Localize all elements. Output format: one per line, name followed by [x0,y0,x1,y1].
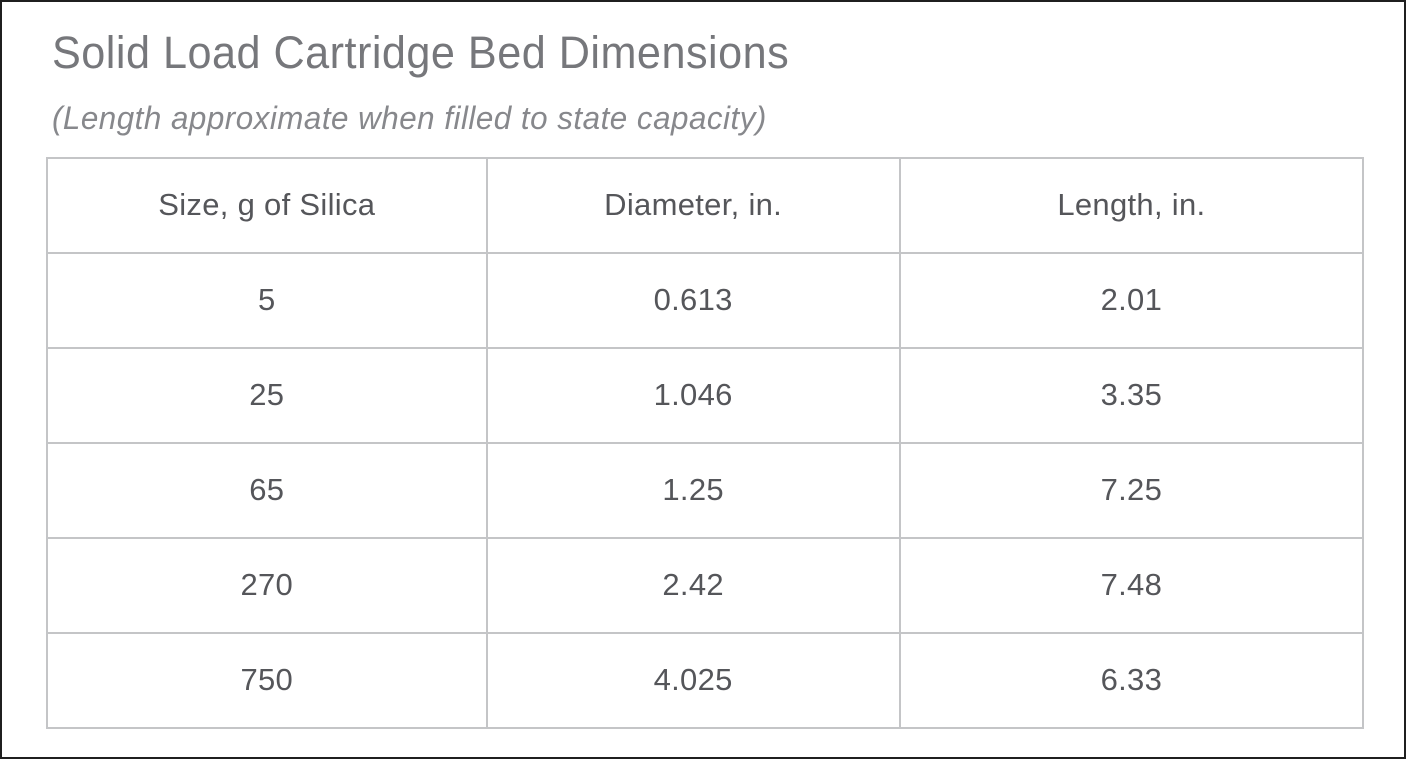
table-row: 750 4.025 6.33 [46,631,1365,729]
table-cell-diameter: 1.25 [485,441,901,539]
table-cell-diameter: 0.613 [485,251,901,349]
col-header-diameter: Diameter, in. [485,156,901,254]
table-cell-diameter: 4.025 [485,631,901,729]
table-cell-length: 6.33 [898,631,1365,729]
table-cell-length: 7.25 [898,441,1365,539]
table-cell-size: 270 [46,536,488,634]
page-title: Solid Load Cartridge Bed Dimensions [52,27,790,78]
table-cell-diameter: 2.42 [485,536,901,634]
table-cell-size: 750 [46,631,488,729]
table-row: 25 1.046 3.35 [46,346,1365,444]
table-cell-length: 7.48 [898,536,1365,634]
table-cell-length: 3.35 [898,346,1365,444]
table-cell-size: 25 [46,346,488,444]
table-row: 5 0.613 2.01 [46,251,1365,349]
header-row: Size, g of Silica Diameter, in. Length, … [46,156,1365,254]
page-subtitle: (Length approximate when filled to state… [52,99,767,136]
table-row: 65 1.25 7.25 [46,441,1365,539]
content-area: Solid Load Cartridge Bed Dimensions (Len… [2,2,1404,729]
table-cell-length: 2.01 [898,251,1365,349]
table-cell-size: 65 [46,441,488,539]
col-header-size: Size, g of Silica [46,156,488,254]
table-cell-size: 5 [46,251,488,349]
col-header-length: Length, in. [898,156,1365,254]
bed-dimensions-table: Size, g of Silica Diameter, in. Length, … [46,156,1365,729]
table-cell-diameter: 1.046 [485,346,901,444]
table-row: 270 2.42 7.48 [46,536,1365,634]
